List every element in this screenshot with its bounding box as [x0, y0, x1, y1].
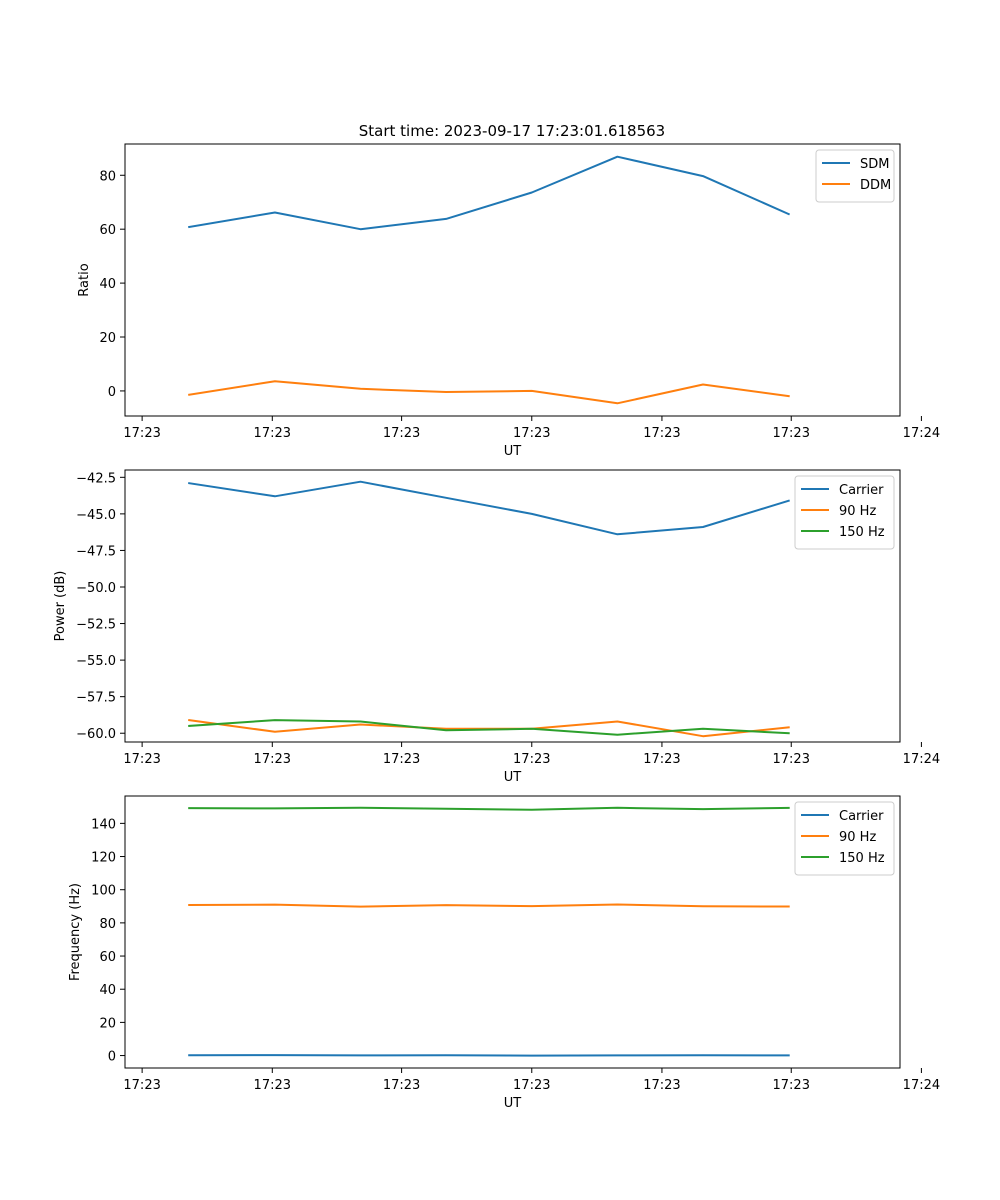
y-tick-label: −47.5: [76, 544, 116, 559]
y-tick-label: 0: [108, 1050, 116, 1065]
y-tick-label: 20: [99, 331, 116, 346]
figure-title: Start time: 2023-09-17 17:23:01.618563: [359, 122, 665, 140]
y-tick-label: −45.0: [76, 508, 116, 523]
y-axis-label: Frequency (Hz): [68, 883, 83, 981]
y-tick-label: 0: [108, 385, 116, 400]
series-line-sdm: [188, 155, 791, 231]
legend-label: Carrier: [839, 483, 884, 498]
y-axis-label: Ratio: [77, 263, 92, 296]
y-tick-label: −50.0: [76, 581, 116, 596]
y-tick-label: 80: [99, 169, 116, 184]
legend-label: Carrier: [839, 809, 884, 824]
x-tick-label: 17:23: [383, 426, 420, 441]
x-axis-label: UT: [504, 770, 522, 785]
legend-label: 90 Hz: [839, 504, 876, 519]
subplot-3: 17:23 17:23 17:23 17:23 17:23 17:23 17:24 0 20 40…: [68, 795, 940, 1111]
y-tick-label: 100: [91, 884, 116, 899]
x-tick-label: 17:24: [903, 752, 940, 767]
x-tick-label: 17:23: [254, 426, 291, 441]
series-line-ddm: [188, 380, 790, 405]
series-line-150-hz: [188, 806, 790, 811]
legend-label: SDM: [860, 157, 889, 172]
series-line-carrier: [188, 1054, 790, 1057]
y-axis-label: Power (dB): [53, 571, 68, 642]
y-tick-label: 60: [99, 950, 116, 965]
x-tick-label: 17:23: [513, 426, 550, 441]
series-line-carrier: [188, 480, 790, 536]
x-tick-label: 17:23: [383, 752, 420, 767]
x-axis-label: UT: [504, 444, 522, 459]
x-tick-label: 17:24: [903, 1078, 940, 1093]
legend-label: 150 Hz: [839, 851, 885, 866]
series-line-150-hz: [188, 719, 790, 736]
legend: Carrier 90 Hz 150 Hz: [794, 801, 895, 876]
axes-frame: [124, 143, 901, 417]
x-tick-label: 17:23: [123, 426, 160, 441]
legend-label: 150 Hz: [839, 525, 885, 540]
y-tick-label: 40: [99, 277, 116, 292]
y-tick-label: 140: [91, 817, 116, 832]
x-tick-label: 17:23: [383, 1078, 420, 1093]
legend-label: 90 Hz: [839, 830, 876, 845]
y-tick-label: −57.5: [76, 691, 116, 706]
x-tick-label: 17:23: [123, 752, 160, 767]
x-tick-label: 17:23: [513, 752, 550, 767]
y-tick-label: 20: [99, 1016, 116, 1031]
legend: SDM DDM: [815, 149, 895, 203]
x-tick-label: 17:23: [773, 752, 810, 767]
y-tick-label: −42.5: [76, 471, 116, 486]
x-tick-label: 17:23: [773, 1078, 810, 1093]
x-tick-label: 17:23: [513, 1078, 550, 1093]
x-tick-label: 17:23: [643, 752, 680, 767]
subplot-1: 17:23 17:23 17:23 17:23 17:23 17:23 17:24 0 20 40…: [77, 143, 940, 459]
x-tick-label: 17:23: [254, 1078, 291, 1093]
y-tick-label: −55.0: [76, 654, 116, 669]
x-tick-label: 17:23: [773, 426, 810, 441]
y-tick-label: 60: [99, 223, 116, 238]
x-tick-label: 17:24: [903, 426, 940, 441]
series-line-90-hz: [188, 903, 790, 908]
y-tick-label: −52.5: [76, 618, 116, 633]
y-tick-label: 120: [91, 851, 116, 866]
subplot-2: 17:23 17:23 17:23 17:23 17:23 17:23 17:24 −60.0…: [53, 469, 940, 785]
x-axis-label: UT: [504, 1096, 522, 1111]
legend-label: DDM: [860, 178, 891, 193]
x-tick-label: 17:23: [254, 752, 291, 767]
x-tick-label: 17:23: [643, 426, 680, 441]
legend: Carrier 90 Hz 150 Hz: [794, 475, 895, 550]
axes-frame: [124, 469, 901, 743]
y-tick-label: 80: [99, 917, 116, 932]
y-tick-label: −60.0: [76, 727, 116, 742]
subplots: 17:23 17:23 17:23 17:23 17:23 17:23 17:24 0 20 40…: [53, 143, 940, 1111]
x-tick-label: 17:23: [643, 1078, 680, 1093]
x-tick-label: 17:23: [123, 1078, 160, 1093]
y-tick-label: 40: [99, 983, 116, 998]
axes-frame: [124, 795, 901, 1069]
